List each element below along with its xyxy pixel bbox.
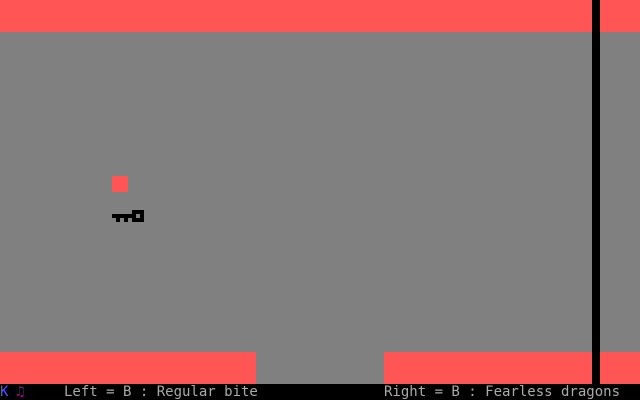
top-wall bbox=[0, 0, 640, 32]
player-square[interactable] bbox=[112, 176, 128, 192]
black-barrier bbox=[592, 0, 600, 384]
sound-indicator-icon: ♫ bbox=[16, 384, 25, 400]
key-icon[interactable] bbox=[112, 210, 144, 222]
bottom-right-wall bbox=[384, 352, 640, 384]
right-difficulty-label: Right = B : Fearless dragons bbox=[384, 384, 621, 400]
playfield-room bbox=[0, 0, 640, 384]
left-difficulty-label: Left = B : Regular bite bbox=[64, 384, 258, 400]
status-bar: K ♫ Left = B : Regular bite Right = B : … bbox=[0, 384, 640, 400]
bottom-left-wall bbox=[0, 352, 256, 384]
level-indicator: K bbox=[0, 384, 9, 400]
